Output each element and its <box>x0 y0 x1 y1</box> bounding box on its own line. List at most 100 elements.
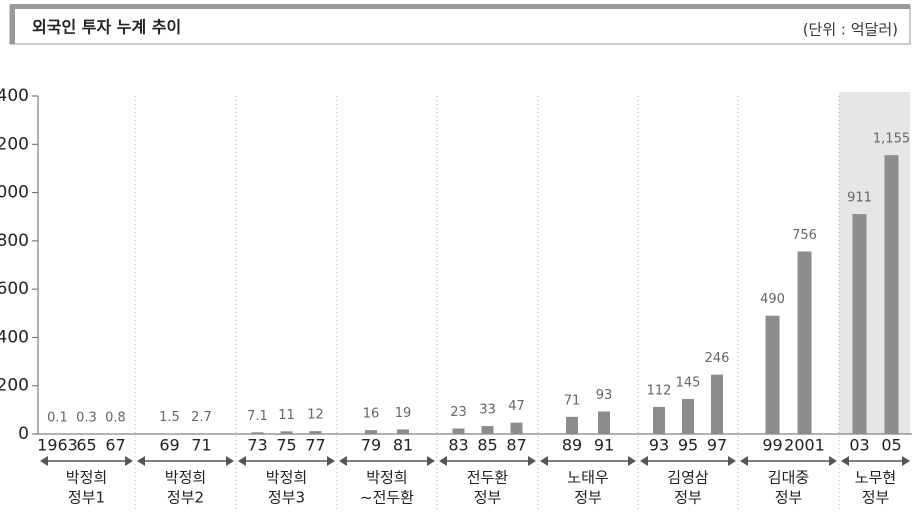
y-tick-label: 400 <box>0 327 29 347</box>
x-tick-label: 87 <box>506 436 526 455</box>
arrow-head <box>829 456 837 466</box>
chart-title: 외국인 투자 누계 추이 <box>32 18 181 37</box>
x-tick-label: 71 <box>191 436 211 455</box>
value-label: 23 <box>450 405 467 420</box>
group-label: 정부1 <box>68 489 105 507</box>
x-tick-label: 77 <box>305 436 325 455</box>
value-label: 490 <box>760 292 785 307</box>
x-tick-label: 05 <box>881 436 901 455</box>
arrow-head <box>327 456 335 466</box>
value-label: 7.1 <box>247 409 268 424</box>
x-tick-label: 75 <box>276 436 296 455</box>
arrow-head <box>628 456 636 466</box>
group-label: 정부 <box>474 489 502 507</box>
arrow-head <box>40 456 48 466</box>
value-label: 33 <box>479 403 496 418</box>
y-tick-label: 1,400 <box>0 86 29 106</box>
x-tick-label: 79 <box>361 436 381 455</box>
group-label: 박정희 <box>165 469 206 487</box>
group-label: 정부 <box>674 489 702 507</box>
group-label: 박정희 <box>66 469 107 487</box>
y-tick-label: 0 <box>18 424 29 444</box>
bar <box>397 429 409 434</box>
bar <box>765 315 780 434</box>
bar <box>481 426 494 434</box>
value-label: 0.3 <box>76 410 97 425</box>
header-box <box>9 5 911 45</box>
value-label: 47 <box>508 399 525 414</box>
arrow-head <box>137 456 145 466</box>
arrow-head <box>427 456 435 466</box>
value-label: 93 <box>596 388 613 403</box>
value-label: 71 <box>564 393 581 408</box>
value-label: 0.8 <box>105 410 126 425</box>
group-label: 노태우 <box>567 469 609 487</box>
unit-label: (단위 : 억달러) <box>803 21 898 39</box>
y-tick-label: 200 <box>0 376 29 396</box>
y-tick-label: 800 <box>0 231 29 251</box>
bar <box>711 374 723 434</box>
value-label: 145 <box>676 375 701 390</box>
value-label: 0.1 <box>47 410 68 425</box>
x-tick-label: 67 <box>105 436 125 455</box>
bar <box>884 155 899 434</box>
group-label: 정부3 <box>268 489 305 507</box>
x-tick-label: 91 <box>594 436 614 455</box>
bar <box>653 406 665 434</box>
group-label: 김대중 <box>768 469 809 487</box>
value-label: 112 <box>647 383 672 398</box>
arrow-head <box>841 456 849 466</box>
group-label: 김영삼 <box>667 469 709 487</box>
value-label: 1,155 <box>873 132 910 147</box>
bar <box>510 422 523 434</box>
x-tick-label: 81 <box>393 436 413 455</box>
arrow-head <box>740 456 748 466</box>
bar <box>365 430 377 434</box>
value-label: 16 <box>363 407 380 422</box>
value-label: 19 <box>395 406 412 421</box>
bar <box>452 428 465 434</box>
header-left-bar <box>10 4 15 44</box>
bar <box>682 398 694 434</box>
bar <box>195 433 208 434</box>
group-label: 박정희 <box>366 469 407 487</box>
bar <box>309 431 322 434</box>
arrow-head <box>125 456 133 466</box>
group-label: 정부 <box>775 489 803 507</box>
arrow-head <box>640 456 648 466</box>
bar <box>852 214 867 434</box>
x-tick-label: 1963 <box>37 436 78 455</box>
group-label: 박정희 <box>266 469 307 487</box>
x-tick-label: 03 <box>849 436 869 455</box>
header-top-bar <box>10 4 910 9</box>
value-label: 1.5 <box>159 410 180 425</box>
x-tick-label: 83 <box>448 436 468 455</box>
arrow-head <box>226 456 234 466</box>
value-label: 246 <box>705 351 730 366</box>
group-label: 정부 <box>574 489 602 507</box>
group-label: 정부 <box>862 489 890 507</box>
bar <box>797 251 812 434</box>
y-tick-label: 600 <box>0 279 29 299</box>
x-tick-label: 99 <box>762 436 782 455</box>
arrow-head <box>528 456 536 466</box>
group-label: ~전두환 <box>360 489 414 507</box>
arrow-head <box>238 456 246 466</box>
group-label: 전두환 <box>467 469 509 487</box>
value-label: 12 <box>307 408 324 423</box>
arrow-head <box>339 456 347 466</box>
y-tick-label: 1,000 <box>0 183 29 203</box>
value-label: 756 <box>792 228 817 243</box>
x-tick-label: 73 <box>247 436 267 455</box>
x-tick-label: 85 <box>477 436 497 455</box>
arrow-head <box>439 456 447 466</box>
x-tick-label: 2001 <box>784 436 825 455</box>
group-label: 정부2 <box>167 489 204 507</box>
value-label: 11 <box>278 408 295 423</box>
x-tick-label: 93 <box>649 436 669 455</box>
value-label: 2.7 <box>191 410 212 425</box>
group-label: 노무현 <box>855 469 896 487</box>
y-tick-label: 1,200 <box>0 134 29 154</box>
x-tick-label: 69 <box>159 436 179 455</box>
